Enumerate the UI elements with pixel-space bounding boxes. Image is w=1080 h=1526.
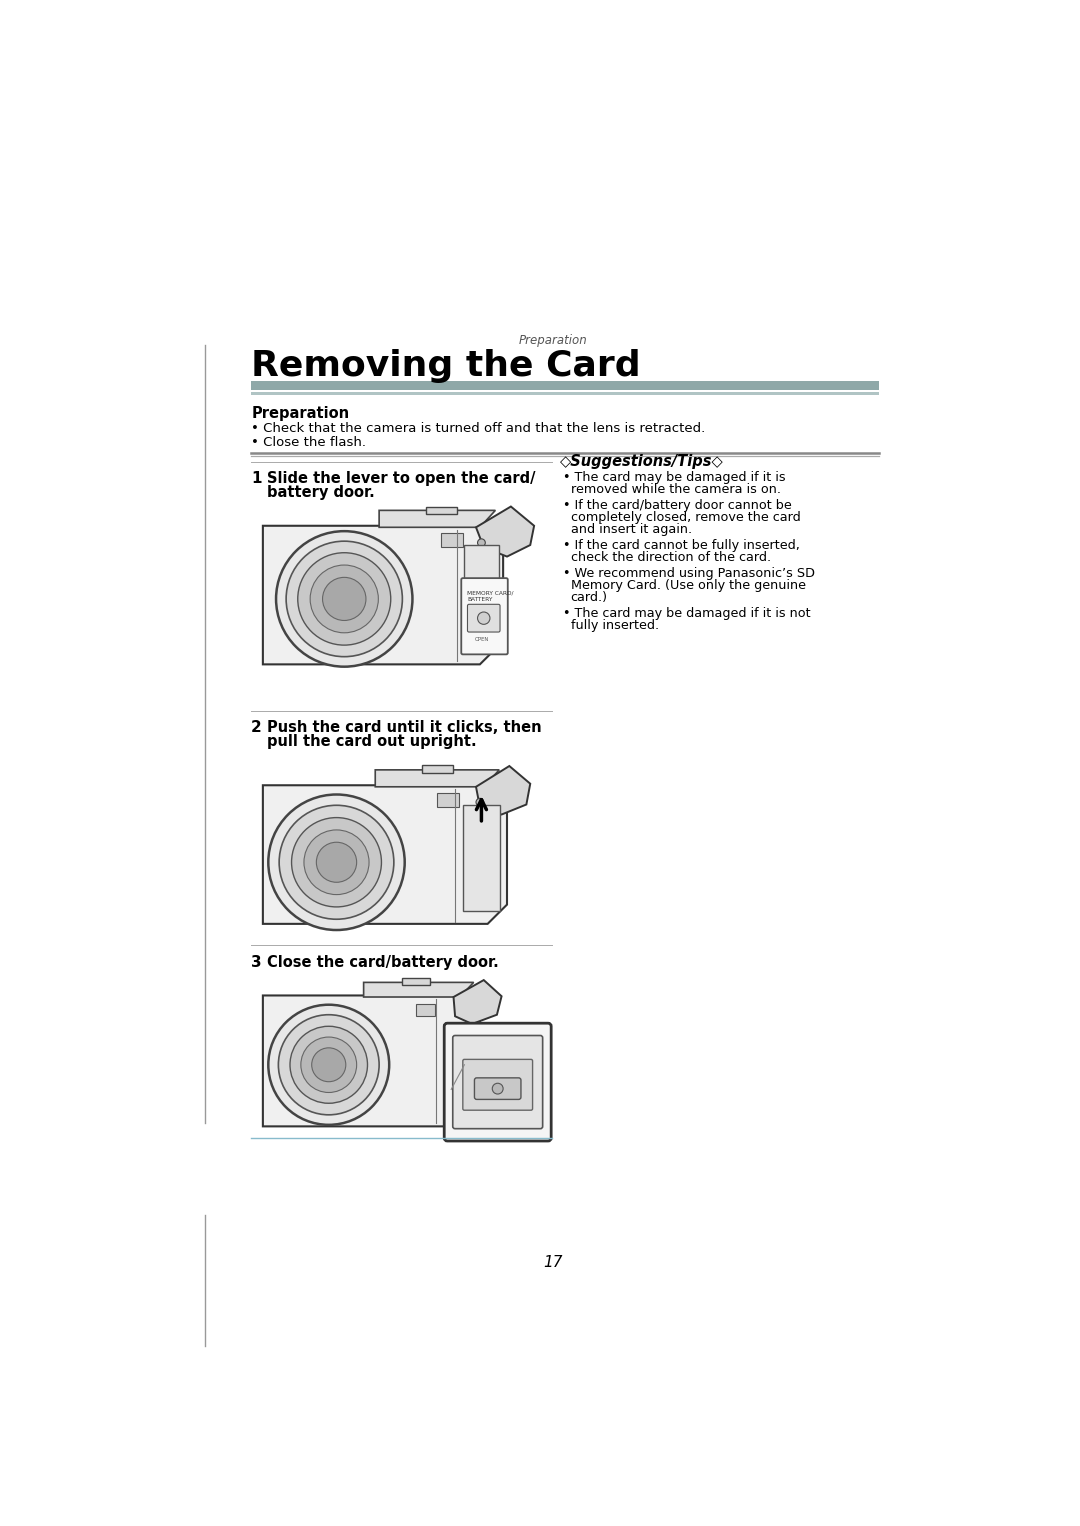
Circle shape bbox=[268, 795, 405, 929]
Text: fully inserted.: fully inserted. bbox=[570, 620, 659, 632]
Bar bbox=[437, 794, 459, 807]
Text: pull the card out upright.: pull the card out upright. bbox=[267, 734, 476, 749]
Circle shape bbox=[476, 798, 484, 806]
Text: removed while the camera is on.: removed while the camera is on. bbox=[570, 484, 781, 496]
Polygon shape bbox=[262, 526, 503, 664]
FancyBboxPatch shape bbox=[461, 578, 508, 655]
Bar bbox=[464, 545, 499, 649]
Polygon shape bbox=[364, 983, 474, 996]
Text: Removing the Card: Removing the Card bbox=[252, 348, 640, 383]
Circle shape bbox=[298, 552, 391, 645]
Polygon shape bbox=[262, 995, 480, 1126]
Bar bbox=[441, 534, 463, 548]
Text: Memory Card. (Use only the genuine: Memory Card. (Use only the genuine bbox=[570, 578, 806, 592]
Circle shape bbox=[477, 539, 485, 546]
Circle shape bbox=[323, 577, 366, 621]
Text: MEMORY CARD/: MEMORY CARD/ bbox=[468, 591, 514, 595]
Polygon shape bbox=[262, 786, 507, 923]
Text: • Check that the camera is turned off and that the lens is retracted.: • Check that the camera is turned off an… bbox=[252, 421, 705, 435]
Circle shape bbox=[279, 1015, 379, 1116]
Circle shape bbox=[312, 1048, 346, 1082]
FancyBboxPatch shape bbox=[453, 1036, 542, 1129]
Polygon shape bbox=[379, 510, 496, 528]
Text: Close the card/battery door.: Close the card/battery door. bbox=[267, 955, 499, 969]
Text: Push the card until it clicks, then: Push the card until it clicks, then bbox=[267, 720, 541, 736]
Polygon shape bbox=[375, 769, 499, 787]
Text: 3: 3 bbox=[252, 955, 261, 969]
Text: battery door.: battery door. bbox=[267, 485, 375, 501]
Bar bbox=[403, 978, 430, 984]
Circle shape bbox=[291, 1027, 367, 1103]
Text: • The card may be damaged if it is: • The card may be damaged if it is bbox=[563, 472, 785, 484]
Bar bbox=[252, 382, 879, 391]
Text: • If the card cannot be fully inserted,: • If the card cannot be fully inserted, bbox=[563, 539, 799, 552]
Circle shape bbox=[316, 842, 356, 882]
Text: OPEN: OPEN bbox=[474, 636, 488, 641]
Bar bbox=[416, 1004, 435, 1016]
Circle shape bbox=[292, 818, 381, 906]
Text: • Close the flash.: • Close the flash. bbox=[252, 436, 366, 449]
Polygon shape bbox=[476, 766, 530, 815]
Circle shape bbox=[492, 1083, 503, 1094]
Text: 1: 1 bbox=[252, 472, 261, 487]
Polygon shape bbox=[476, 507, 535, 557]
Text: and insert it again.: and insert it again. bbox=[570, 523, 691, 537]
Text: • We recommend using Panasonic’s SD: • We recommend using Panasonic’s SD bbox=[563, 566, 814, 580]
Text: check the direction of the card.: check the direction of the card. bbox=[570, 551, 771, 565]
FancyBboxPatch shape bbox=[468, 604, 500, 632]
Bar bbox=[422, 765, 453, 774]
Text: Preparation: Preparation bbox=[519, 334, 588, 346]
Text: • The card may be damaged if it is not: • The card may be damaged if it is not bbox=[563, 607, 810, 620]
FancyBboxPatch shape bbox=[474, 1077, 521, 1099]
Circle shape bbox=[310, 565, 378, 633]
Circle shape bbox=[286, 542, 403, 656]
Bar bbox=[463, 804, 500, 911]
FancyBboxPatch shape bbox=[463, 1059, 532, 1111]
Circle shape bbox=[276, 531, 413, 667]
Text: card.): card.) bbox=[570, 591, 608, 604]
Text: Slide the lever to open the card/: Slide the lever to open the card/ bbox=[267, 472, 536, 487]
Text: BATTERY: BATTERY bbox=[468, 597, 492, 601]
Text: Preparation: Preparation bbox=[252, 406, 349, 421]
Text: 2: 2 bbox=[252, 720, 262, 736]
Circle shape bbox=[303, 830, 369, 894]
FancyBboxPatch shape bbox=[444, 1024, 551, 1141]
Bar bbox=[252, 392, 879, 395]
Circle shape bbox=[268, 1004, 389, 1125]
Circle shape bbox=[279, 806, 394, 919]
Text: • If the card/battery door cannot be: • If the card/battery door cannot be bbox=[563, 499, 792, 511]
Text: 17: 17 bbox=[543, 1254, 564, 1270]
Polygon shape bbox=[454, 980, 501, 1024]
Text: ◇Suggestions/Tips◇: ◇Suggestions/Tips◇ bbox=[559, 455, 724, 468]
Circle shape bbox=[477, 612, 490, 624]
Text: completely closed, remove the card: completely closed, remove the card bbox=[570, 511, 800, 523]
Circle shape bbox=[301, 1038, 356, 1093]
Bar bbox=[426, 507, 457, 514]
